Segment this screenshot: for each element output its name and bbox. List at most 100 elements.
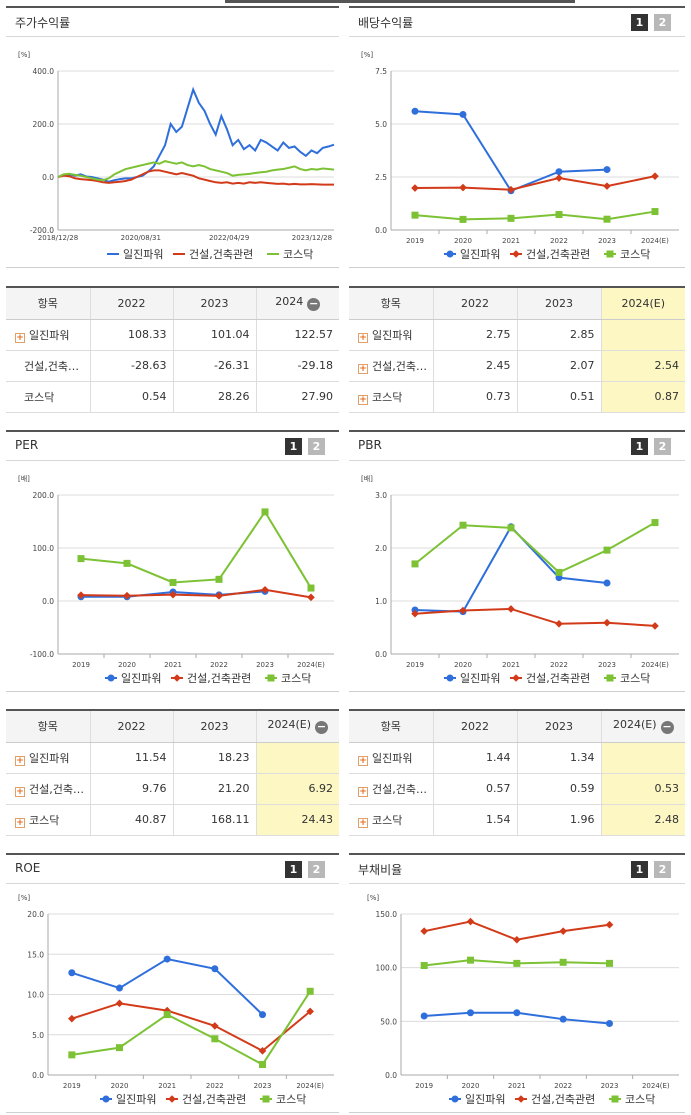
panel-header: 주가수익률: [6, 6, 339, 37]
row-label-cell[interactable]: + 코스닥: [349, 804, 433, 836]
tab-1[interactable]: 1: [631, 14, 648, 31]
data-point: [411, 560, 419, 568]
debt-chart-svg: [%] 150.0 100.0 50.0 0.0 2019 2020 2021 2022 2023…: [367, 894, 679, 1106]
tab-2[interactable]: 2: [654, 438, 671, 455]
x-tick-label: 2022/04/29: [209, 234, 249, 242]
y-tick-label: 2.5: [375, 173, 387, 182]
tab-1[interactable]: 1: [285, 861, 302, 878]
y-unit-label: [%]: [367, 894, 379, 902]
value-cell: -28.63: [89, 350, 173, 382]
data-point: [507, 214, 515, 222]
value-cell: 2.75: [432, 319, 517, 351]
data-point: [466, 917, 475, 926]
y-tick-label: 200.0: [33, 120, 55, 129]
expand-icon[interactable]: +: [15, 332, 25, 343]
x-tick-label: 2018/12/28: [38, 234, 78, 242]
data-point: [603, 215, 611, 223]
stock-chart: [%] 400.0 200.0 0.0 -200.0 2018/12/28 2020/08/…: [6, 37, 339, 268]
y-unit-label: [배]: [361, 474, 373, 483]
y-tick-label: 5.0: [375, 120, 387, 129]
expand-icon[interactable]: +: [15, 817, 25, 828]
col-header-2022: 2022: [89, 286, 173, 320]
tab-2[interactable]: 2: [654, 861, 671, 878]
data-point: [420, 962, 428, 970]
col-header-2022: 2022: [89, 709, 173, 743]
expand-icon[interactable]: +: [358, 394, 368, 405]
data-point: [459, 110, 467, 118]
x-tick-label: 2022: [210, 661, 228, 669]
data-point: [163, 1006, 171, 1015]
y-tick-label: -200.0: [30, 226, 54, 235]
data-point: [77, 591, 85, 599]
legend-label: 일진파워: [116, 1092, 156, 1106]
row-label-cell[interactable]: + 일진파워: [6, 319, 90, 351]
data-point: [68, 1051, 76, 1059]
data-point: [467, 1009, 474, 1017]
row-label-cell[interactable]: + 건설,건축…: [349, 350, 433, 382]
y-unit-label: [%]: [18, 51, 30, 59]
y-tick-label: 0.0: [42, 173, 54, 182]
expand-icon[interactable]: +: [358, 755, 368, 766]
col-header-2024: 2024−: [255, 286, 339, 320]
row-label-cell[interactable]: + 일진파워: [349, 742, 433, 774]
data-point: [306, 1007, 314, 1016]
tab-1[interactable]: 1: [631, 861, 648, 878]
value-cell: 122.57: [255, 319, 339, 351]
data-point: [215, 575, 223, 583]
y-unit-label: [배]: [18, 474, 30, 483]
legend-label: 코스닥: [620, 672, 650, 685]
legend-marker: [512, 250, 520, 258]
value-cell: 40.87: [89, 804, 173, 836]
collapse-icon[interactable]: −: [315, 720, 329, 735]
value-cell: 11.54: [89, 742, 173, 774]
data-point: [513, 959, 521, 967]
x-tick-label: 2021: [508, 1082, 526, 1090]
tab-2[interactable]: 2: [654, 14, 671, 31]
row-label-cell[interactable]: + 건설,건축…: [349, 773, 433, 805]
expand-icon[interactable]: +: [15, 755, 25, 766]
data-point: [411, 184, 419, 192]
legend-marker: [512, 674, 520, 682]
y-tick-label: 50.0: [380, 1017, 397, 1026]
data-point: [123, 591, 131, 600]
tab-2[interactable]: 2: [308, 438, 325, 455]
per-chart-svg: [배]200.0 100.0 0.0 -100.0 2019 2020 2021 2022 20…: [18, 474, 334, 685]
expand-icon[interactable]: +: [15, 786, 25, 797]
data-point: [603, 546, 611, 554]
data-point: [163, 955, 171, 963]
table-row: + 일진파워 1.44 1.34: [349, 742, 685, 774]
series-line: [57, 160, 335, 182]
estimate-cell: [600, 319, 685, 351]
data-point: [603, 182, 611, 190]
expand-icon[interactable]: +: [358, 363, 368, 374]
data-point: [459, 215, 467, 223]
collapse-icon[interactable]: −: [307, 297, 321, 312]
expand-icon[interactable]: +: [358, 332, 368, 343]
y-unit-label: [%]: [361, 51, 373, 59]
y-tick-label: 200.0: [33, 491, 55, 500]
tab-1[interactable]: 1: [631, 438, 648, 455]
legend-marker: [168, 1095, 176, 1103]
collapse-icon[interactable]: −: [660, 720, 674, 735]
expand-icon[interactable]: +: [358, 786, 368, 797]
row-label-cell: 코스닥: [6, 381, 90, 413]
row-label-cell[interactable]: + 일진파워: [6, 742, 90, 774]
table-row: + 일진파워 11.54 18.23: [6, 742, 339, 774]
tab-1[interactable]: 1: [285, 438, 302, 455]
data-point: [555, 568, 563, 576]
x-tick-label: 2021: [502, 661, 520, 669]
data-point: [261, 508, 269, 516]
data-point: [603, 166, 611, 174]
row-label-cell[interactable]: + 일진파워: [349, 319, 433, 351]
row-label-cell[interactable]: + 코스닥: [6, 804, 90, 836]
expand-icon[interactable]: +: [358, 817, 368, 828]
tab-2[interactable]: 2: [308, 861, 325, 878]
row-label-cell[interactable]: + 코스닥: [349, 381, 433, 413]
estimate-cell: 2.48: [600, 804, 685, 836]
data-point: [123, 559, 131, 567]
row-label-cell[interactable]: + 건설,건축…: [6, 773, 90, 805]
pbr-chart-svg: [배]3.0 2.0 1.0 0.0 2019 2020 2021 2022 2023 2024(…: [361, 474, 679, 685]
value-cell: -26.31: [172, 350, 256, 382]
col-header-item: 항목: [349, 286, 433, 320]
